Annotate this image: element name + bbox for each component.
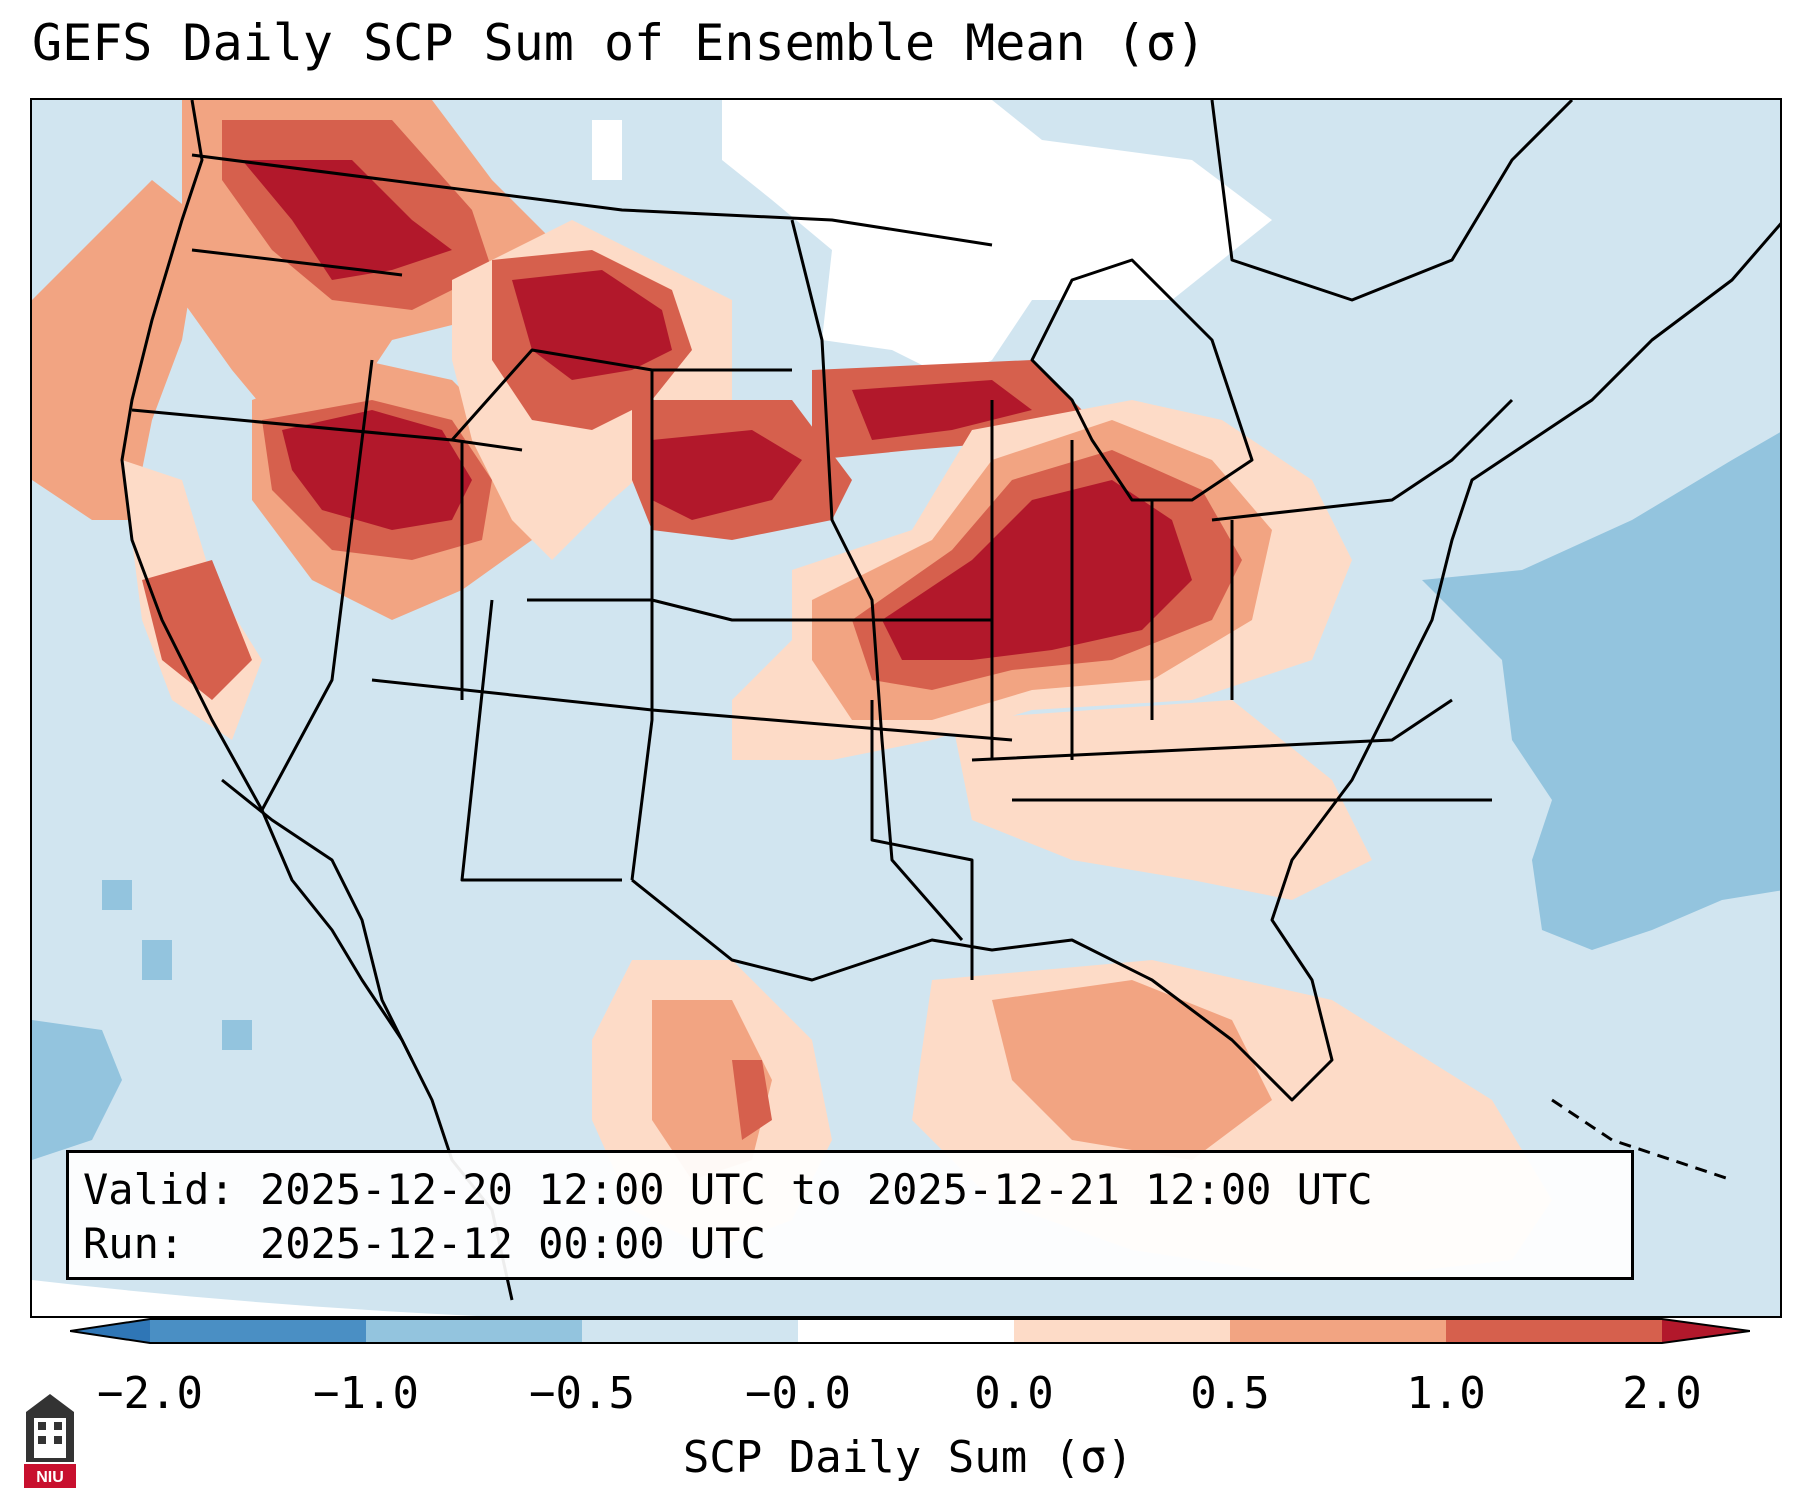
eastern-state-lines bbox=[990, 400, 1234, 760]
canada-east-line bbox=[1210, 100, 1574, 302]
east-gulf-coastline bbox=[631, 222, 1780, 1102]
baja-coast bbox=[221, 778, 414, 1061]
central-plains-line bbox=[790, 219, 964, 941]
colorbar-tick-label: 0.0 bbox=[974, 1368, 1054, 1419]
tn-line bbox=[971, 698, 1453, 762]
nv-ut-line bbox=[260, 359, 374, 811]
colorbar-outline bbox=[70, 1318, 1750, 1344]
colorbar-segment bbox=[366, 1319, 582, 1343]
colorbar-segment bbox=[1230, 1319, 1446, 1343]
great-basin-max bbox=[282, 410, 472, 530]
northwest-max bbox=[242, 160, 452, 280]
colorbar-segment bbox=[1014, 1319, 1230, 1343]
west-coastline bbox=[120, 100, 514, 1301]
id-mt-line bbox=[450, 348, 792, 441]
colorbar-tick-label: −2.0 bbox=[97, 1368, 203, 1419]
pacific-negative-area bbox=[32, 1020, 122, 1160]
colorbar-segment bbox=[150, 1319, 366, 1343]
northeast-line bbox=[1211, 398, 1514, 522]
central-line-1 bbox=[527, 598, 992, 622]
great-lakes-outline bbox=[1030, 258, 1254, 502]
mexico-positive-strong bbox=[732, 1060, 772, 1140]
map-panel bbox=[30, 98, 1782, 1318]
pacific-pixel bbox=[102, 880, 132, 910]
pacific-coast-positive bbox=[32, 180, 202, 520]
map-title: GEFS Daily SCP Sum of Ensemble Mean (σ) bbox=[32, 14, 1206, 72]
scp-map bbox=[32, 100, 1780, 1316]
valid-text: Valid: 2025-12-20 12:00 UTC to 2025-12-2… bbox=[83, 1165, 1373, 1214]
run-text: Run: 2025-12-12 00:00 UTC bbox=[83, 1219, 766, 1268]
colorbar-tick-label: 1.0 bbox=[1406, 1368, 1486, 1419]
colorbar-tick-label: 2.0 bbox=[1622, 1368, 1702, 1419]
projection-edge bbox=[32, 1280, 477, 1316]
white-area-north bbox=[722, 100, 1272, 380]
canada-border bbox=[191, 153, 993, 247]
colorbar-tick-label: −0.5 bbox=[529, 1368, 635, 1419]
boundaries bbox=[120, 100, 1780, 1301]
niu-logo-icon: NIU bbox=[24, 1394, 76, 1488]
pacific-pixel bbox=[222, 1020, 252, 1050]
california-positive-strong bbox=[142, 560, 252, 700]
colorbar-segment bbox=[582, 1319, 798, 1343]
atlantic-negative-area bbox=[1422, 432, 1780, 950]
midwest-max bbox=[882, 480, 1192, 660]
logo-text: NIU bbox=[36, 1469, 64, 1486]
colorbar bbox=[70, 1318, 1750, 1344]
caribbean-islands bbox=[1551, 1098, 1733, 1182]
colorbar-segment bbox=[1446, 1319, 1662, 1343]
colorbar-segment bbox=[798, 1319, 1014, 1343]
nm-line bbox=[460, 599, 622, 882]
west-plains-line bbox=[630, 370, 654, 881]
wa-or-line bbox=[191, 248, 403, 277]
valid-run-box: Valid: 2025-12-20 12:00 UTC to 2025-12-2… bbox=[66, 1150, 1634, 1280]
colorbar-extend-low bbox=[70, 1319, 150, 1343]
pacific-pixel bbox=[142, 940, 172, 980]
minnesota-max bbox=[852, 380, 1032, 440]
colorbar-extend-high bbox=[1662, 1319, 1750, 1343]
white-pixel bbox=[592, 120, 622, 180]
colorbar-tick-label: −0.0 bbox=[745, 1368, 851, 1419]
gulf-positive bbox=[992, 980, 1272, 1160]
louisiana-line bbox=[870, 700, 974, 980]
colorbar-tick-label: −1.0 bbox=[313, 1368, 419, 1419]
colorbar-tick-label: 0.5 bbox=[1190, 1368, 1270, 1419]
colorbar-label: SCP Daily Sum (σ) bbox=[682, 1432, 1134, 1483]
south-dakota-max bbox=[652, 430, 802, 520]
